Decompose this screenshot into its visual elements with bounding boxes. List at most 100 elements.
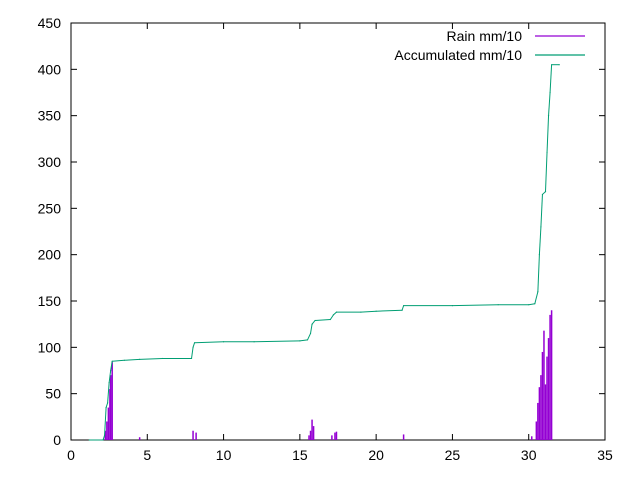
- accumulated-point: [528, 304, 530, 306]
- accumulated-point: [558, 64, 560, 66]
- plot-area: [88, 64, 560, 441]
- plot-frame: [70, 22, 606, 441]
- accumulated-segment: [194, 341, 224, 344]
- accumulated-point: [107, 402, 109, 404]
- accumulated-segment: [542, 191, 546, 195]
- accumulated-point: [451, 305, 454, 307]
- accumulated-point: [549, 91, 551, 94]
- accumulated-segment: [307, 333, 311, 341]
- accumulated-point: [332, 314, 335, 316]
- accumulated-segment: [108, 370, 112, 383]
- x-tick-label: 5: [143, 447, 151, 463]
- accumulated-point: [541, 193, 544, 196]
- accumulated-point: [111, 360, 113, 362]
- accumulated-segment: [191, 347, 194, 359]
- x-tick-label: 0: [67, 447, 75, 463]
- series-rain: [104, 310, 553, 440]
- accumulated-segment: [452, 304, 499, 307]
- accumulated-point: [546, 152, 548, 154]
- accumulated-point: [329, 318, 331, 321]
- y-tick-label: 200: [38, 247, 62, 263]
- legend-label: Rain mm/10: [447, 28, 523, 44]
- accumulated-segment: [112, 359, 125, 362]
- y-tick-label: 150: [38, 293, 62, 309]
- accumulated-segment: [299, 339, 308, 342]
- accumulated-point: [335, 311, 338, 313]
- y-tick-label: 450: [38, 15, 62, 31]
- accumulated-segment: [538, 226, 542, 255]
- y-tick-label: 0: [53, 432, 61, 448]
- accumulated-point: [123, 359, 125, 361]
- accumulated-segment: [105, 402, 109, 408]
- accumulated-point: [139, 358, 141, 360]
- accumulated-segment: [139, 357, 163, 360]
- accumulated-segment: [333, 311, 337, 316]
- accumulated-segment: [315, 319, 331, 321]
- accumulated-point: [375, 310, 377, 312]
- x-tick-label: 15: [292, 447, 308, 463]
- accumulated-segment: [376, 309, 403, 312]
- accumulated-point: [497, 304, 499, 306]
- accumulated-point: [403, 305, 405, 307]
- legend-label: Accumulated mm/10: [394, 47, 522, 63]
- accumulated-segment: [124, 358, 140, 361]
- accumulated-point: [102, 439, 104, 441]
- accumulated-segment: [102, 435, 106, 441]
- accumulated-segment: [104, 407, 107, 436]
- accumulated-segment: [548, 92, 551, 116]
- accumulated-segment: [110, 361, 113, 371]
- accumulated-point: [538, 254, 540, 256]
- accumulated-segment: [401, 305, 405, 311]
- accumulated-point: [309, 332, 312, 335]
- accumulated-segment: [544, 152, 548, 192]
- accumulated-point: [108, 381, 110, 384]
- accumulated-point: [537, 291, 539, 293]
- accumulated-segment: [540, 194, 543, 227]
- x-tick-label: 10: [216, 447, 232, 463]
- x-tick-label: 25: [445, 447, 461, 463]
- accumulated-point: [360, 311, 362, 313]
- y-tick-label: 300: [38, 154, 62, 170]
- accumulated-point: [161, 357, 164, 360]
- accumulated-point: [314, 319, 316, 322]
- accumulated-point: [551, 64, 553, 66]
- y-tick-label: 350: [38, 108, 62, 124]
- accumulated-segment: [192, 342, 196, 348]
- legend: Rain mm/10 Accumulated mm/10: [394, 28, 585, 63]
- accumulated-point: [306, 339, 309, 341]
- accumulated-segment: [360, 310, 377, 313]
- accumulated-segment: [329, 314, 334, 320]
- accumulated-point: [547, 115, 550, 117]
- accumulated-segment: [311, 320, 316, 325]
- accumulated-point: [544, 191, 547, 193]
- accumulated-point: [193, 342, 196, 344]
- accumulated-point: [311, 323, 313, 325]
- accumulated-segment: [528, 303, 535, 306]
- accumulated-segment: [546, 115, 550, 153]
- x-tick-label: 30: [521, 447, 537, 463]
- accumulated-point: [103, 434, 106, 436]
- accumulated-point: [105, 406, 107, 409]
- accumulated-point: [299, 340, 301, 342]
- accumulated-point: [222, 341, 225, 343]
- accumulated-point: [192, 346, 194, 348]
- accumulated-point: [88, 439, 90, 441]
- y-tick-label: 400: [38, 61, 62, 77]
- accumulated-segment: [254, 340, 300, 343]
- series-accumulated: [88, 64, 560, 441]
- accumulated-point: [253, 341, 255, 343]
- y-tick-label: 100: [38, 339, 62, 355]
- accumulated-segment: [107, 382, 110, 403]
- x-tick-label: 35: [597, 447, 613, 463]
- accumulated-segment: [310, 324, 313, 334]
- accumulated-segment: [534, 291, 539, 304]
- accumulated-point: [540, 226, 542, 228]
- accumulated-point: [110, 369, 112, 372]
- accumulated-point: [190, 357, 193, 360]
- x-tick-label: 20: [368, 447, 384, 463]
- accumulated-point: [401, 309, 403, 311]
- accumulated-segment: [549, 64, 553, 93]
- accumulated-point: [534, 303, 536, 305]
